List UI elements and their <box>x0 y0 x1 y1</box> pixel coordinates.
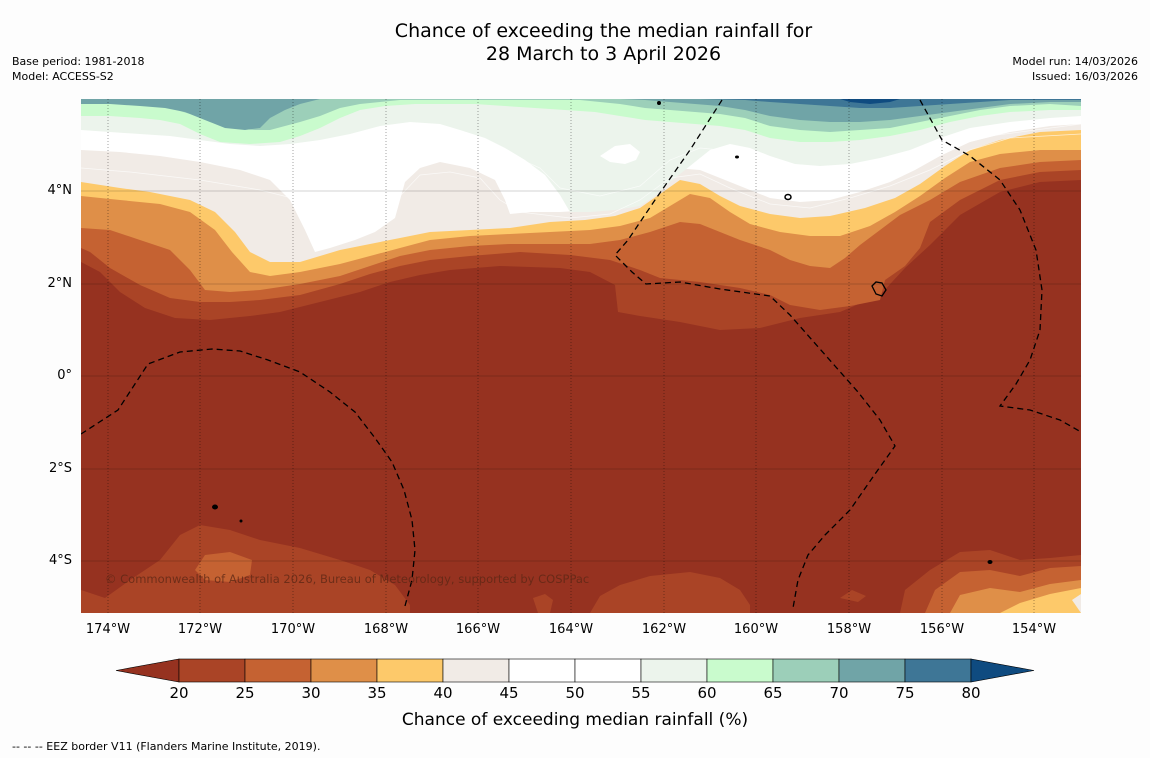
eez-border-east <box>919 99 1081 433</box>
colorbar-tick-label: 65 <box>763 684 783 702</box>
island-small-1 <box>212 504 218 510</box>
lat-label: 4°N <box>47 183 73 198</box>
small-patch <box>840 590 866 602</box>
colorbar-segment <box>244 658 312 683</box>
colorbar-tick-label: 80 <box>961 684 981 702</box>
colorbar-segment <box>640 658 708 683</box>
colorbar-segment <box>310 658 378 683</box>
colorbar-tick-label: 20 <box>169 684 189 702</box>
contour-line-2 <box>81 123 1081 197</box>
issued-date: Issued: 16/03/2026 <box>1031 70 1138 83</box>
colorbar-segment <box>904 658 972 683</box>
eez-border-west <box>81 348 416 607</box>
colorbar-tick-label: 60 <box>697 684 717 702</box>
eez-border-line-islands <box>614 99 896 609</box>
base-period: Base period: 1981-2018 <box>12 55 145 68</box>
white-pocket-top <box>600 144 640 164</box>
southeast-patch-25 <box>590 572 750 613</box>
small-patch-2 <box>533 594 553 613</box>
colorbar-segment <box>574 658 642 683</box>
island-small-2 <box>657 101 661 105</box>
south-patch-30 <box>195 552 252 582</box>
corner-white <box>1072 594 1081 613</box>
colorbar-tick-label: 25 <box>235 684 255 702</box>
colorbar-label: Chance of exceeding median rainfall (%) <box>401 710 749 730</box>
colorbar-segment <box>706 658 774 683</box>
island-small-5 <box>987 560 993 564</box>
copyright-notice: © Commonwealth of Australia 2026, Bureau… <box>105 572 590 586</box>
lon-label: 162°W <box>641 622 687 637</box>
colorbar-segment <box>442 658 510 683</box>
colorbar-tick-label: 40 <box>433 684 453 702</box>
colorbar-segment <box>508 658 576 683</box>
colorbar-segment <box>376 658 444 683</box>
colorbar-tick-label: 35 <box>367 684 387 702</box>
lon-label: 164°W <box>548 622 594 637</box>
lon-label: 168°W <box>363 622 409 637</box>
colorbar-tick-label: 55 <box>631 684 651 702</box>
colorbar-under-triangle <box>115 658 180 683</box>
eez-borders <box>81 99 1081 609</box>
lon-label: 170°W <box>270 622 316 637</box>
southeast-patch-40 <box>1000 588 1081 613</box>
band-above-80 <box>840 99 900 104</box>
eez-footnote: -- -- -- EEZ border V11 (Flanders Marine… <box>12 740 321 753</box>
lat-label: 2°S <box>48 461 72 476</box>
colorbar-tick-label: 30 <box>301 684 321 702</box>
lon-label: 156°W <box>919 622 965 637</box>
colorbar-tick-label: 75 <box>895 684 915 702</box>
map-title-line1: Chance of exceeding the median rainfall … <box>394 20 813 42</box>
model-run-date: Model run: 14/03/2026 <box>1012 55 1138 68</box>
colorbar-segment <box>838 658 906 683</box>
contour-line-1 <box>81 133 1081 241</box>
island-kiritimati <box>871 281 887 297</box>
lat-label: 0° <box>57 368 72 383</box>
lon-label: 158°W <box>826 622 872 637</box>
islands <box>212 101 993 564</box>
colorbar <box>115 658 1035 683</box>
island-small-4 <box>239 519 243 523</box>
lon-label: 154°W <box>1011 622 1057 637</box>
colorbar-tick-label: 45 <box>499 684 519 702</box>
colorbar-segment <box>772 658 840 683</box>
colorbar-over-triangle <box>970 658 1035 683</box>
colorbar-tick-label: 70 <box>829 684 849 702</box>
map-title-line2: 28 March to 3 April 2026 <box>485 43 722 65</box>
island-small-3 <box>735 155 739 159</box>
lat-label: 4°S <box>48 553 72 568</box>
band-75-80 <box>700 99 1081 108</box>
probability-field <box>81 99 1081 613</box>
model-name: Model: ACCESS-S2 <box>12 70 114 83</box>
graticule <box>81 99 1081 613</box>
lat-label: 2°N <box>47 276 73 291</box>
lon-label: 160°W <box>733 622 779 637</box>
band-70-75 <box>81 99 1081 130</box>
lon-label: 174°W <box>85 622 131 637</box>
island-starbuck <box>784 193 792 201</box>
lon-label: 172°W <box>177 622 223 637</box>
colorbar-tick-label: 50 <box>565 684 585 702</box>
colorbar-segment <box>178 658 246 683</box>
lon-label: 166°W <box>455 622 501 637</box>
